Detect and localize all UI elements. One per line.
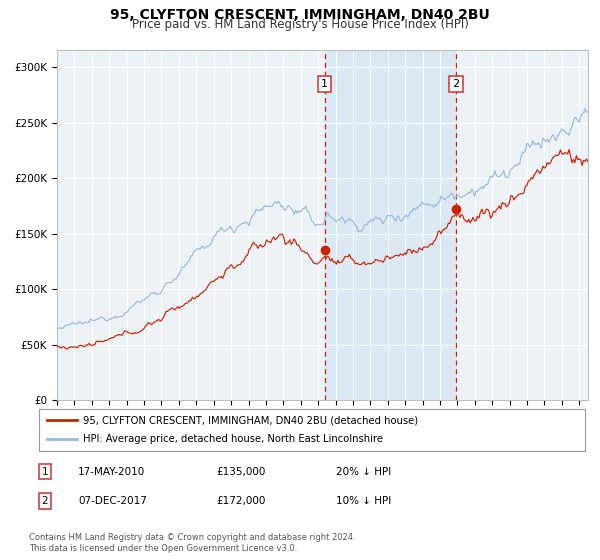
Text: 1: 1: [41, 466, 49, 477]
Text: 20% ↓ HPI: 20% ↓ HPI: [336, 466, 391, 477]
Text: Contains HM Land Registry data © Crown copyright and database right 2024.
This d: Contains HM Land Registry data © Crown c…: [29, 533, 355, 553]
Text: Price paid vs. HM Land Registry's House Price Index (HPI): Price paid vs. HM Land Registry's House …: [131, 18, 469, 31]
Text: £172,000: £172,000: [216, 496, 265, 506]
Text: 2: 2: [452, 79, 460, 88]
Text: 07-DEC-2017: 07-DEC-2017: [78, 496, 147, 506]
Text: £135,000: £135,000: [216, 466, 265, 477]
Text: 1: 1: [321, 79, 328, 88]
Text: HPI: Average price, detached house, North East Lincolnshire: HPI: Average price, detached house, Nort…: [83, 435, 383, 445]
Text: 95, CLYFTON CRESCENT, IMMINGHAM, DN40 2BU (detached house): 95, CLYFTON CRESCENT, IMMINGHAM, DN40 2B…: [83, 415, 418, 425]
Text: 95, CLYFTON CRESCENT, IMMINGHAM, DN40 2BU: 95, CLYFTON CRESCENT, IMMINGHAM, DN40 2B…: [110, 8, 490, 22]
Text: 17-MAY-2010: 17-MAY-2010: [78, 466, 145, 477]
Bar: [325, 50, 456, 400]
Text: 2: 2: [41, 496, 49, 506]
Text: 10% ↓ HPI: 10% ↓ HPI: [336, 496, 391, 506]
